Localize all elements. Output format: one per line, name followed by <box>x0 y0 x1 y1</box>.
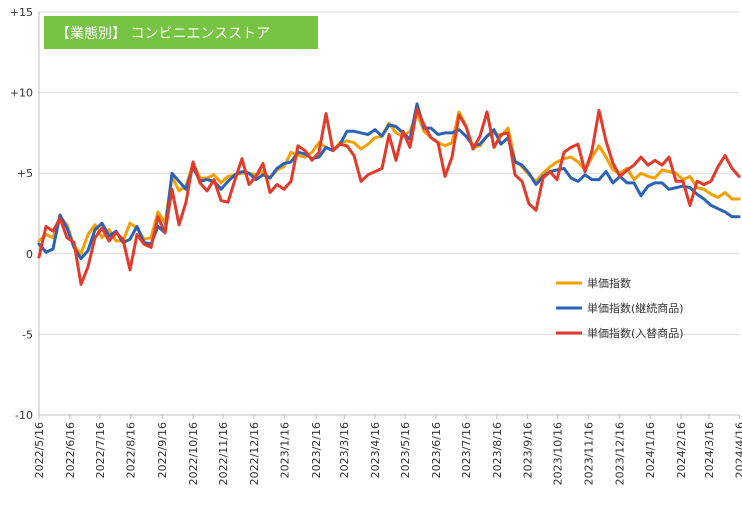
chart-title-background <box>44 16 318 49</box>
x-tick-label: 2023/5/16 <box>399 422 412 478</box>
x-tick-label: 2022/7/16 <box>94 422 107 478</box>
y-tick-label: +15 <box>10 6 33 19</box>
legend-label: 単価指数(入替商品) <box>587 326 684 340</box>
x-tick-label: 2022/6/16 <box>64 422 77 478</box>
legend-label: 単価指数(継続商品) <box>587 301 684 315</box>
x-tick-label: 2024/3/16 <box>703 422 716 478</box>
x-tick-label: 2023/11/16 <box>583 422 596 485</box>
series-line-2 <box>37 107 741 286</box>
x-tick-label: 2023/12/16 <box>613 422 626 485</box>
y-tick-label: -5 <box>22 328 33 341</box>
x-tick-label: 2023/8/16 <box>491 422 504 478</box>
y-tick-label: -10 <box>15 409 33 422</box>
chart-title: 【業態別】 コンビニエンスストア <box>56 26 270 42</box>
x-tick-label: 2023/2/16 <box>310 422 323 478</box>
x-tick-label: 2023/7/16 <box>460 422 473 478</box>
x-tick-label: 2022/11/16 <box>217 422 230 485</box>
x-tick-label: 2023/4/16 <box>369 422 382 478</box>
series-line-1 <box>37 102 741 261</box>
x-tick-label: 2024/1/16 <box>644 422 657 478</box>
legend-label: 単価指数 <box>587 276 631 290</box>
x-tick-label: 2023/10/16 <box>552 422 565 485</box>
x-tick-label: 2022/10/16 <box>187 422 200 485</box>
y-tick-label: +5 <box>17 167 33 180</box>
y-tick-label: +10 <box>10 87 33 100</box>
x-tick-label: 2022/9/16 <box>156 422 169 478</box>
x-axis-ticks: 2022/5/16 2022/6/16 2022/7/16 2022/8/16 2022… <box>33 415 742 485</box>
x-tick-label: 2024/2/16 <box>675 422 688 478</box>
x-tick-label: 2022/12/16 <box>248 422 261 485</box>
x-tick-label: 2023/3/16 <box>338 422 351 478</box>
x-tick-label: 2022/5/16 <box>33 422 46 478</box>
series-layer <box>37 102 741 286</box>
x-tick-label: 2023/9/16 <box>522 422 535 478</box>
grid-layer <box>38 11 739 416</box>
y-tick-label: 0 <box>26 248 33 261</box>
x-tick-label: 2024/4/16 <box>734 422 742 478</box>
x-tick-label: 2022/8/16 <box>125 422 138 478</box>
x-tick-label: 2023/1/16 <box>279 422 292 478</box>
x-tick-label: 2023/6/16 <box>430 422 443 478</box>
y-axis-ticks: +15 +10 +5 0 -5 -10 <box>10 6 33 422</box>
chart-title-box: 【業態別】 コンビニエンスストア <box>44 16 318 49</box>
